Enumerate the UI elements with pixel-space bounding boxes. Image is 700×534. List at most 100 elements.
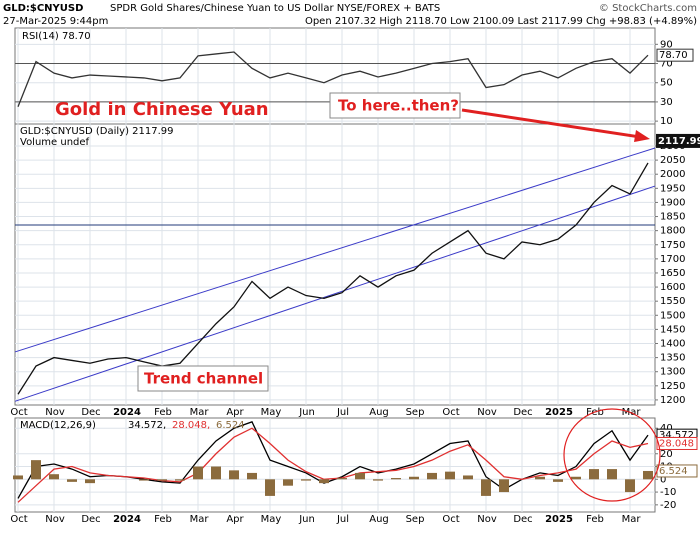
y-tick-label: 1350: [660, 353, 685, 364]
y-tick-label: 1850: [660, 212, 685, 223]
histogram-bar: [571, 476, 581, 480]
histogram-bar: [355, 472, 365, 480]
histogram-bar: [175, 479, 185, 481]
histogram-bar: [643, 470, 653, 480]
value-label: 6.524: [659, 466, 688, 477]
histogram-bar: [409, 476, 419, 480]
x-tick-label: Jun: [298, 514, 315, 525]
histogram-bar: [67, 479, 77, 482]
histogram-bar: [535, 476, 545, 480]
histogram-bar: [373, 479, 383, 481]
x-tick-label: Oct: [442, 407, 459, 418]
x-tick-label: Dec: [81, 514, 100, 525]
value-box: [656, 436, 698, 450]
x-tick-label: Feb: [154, 514, 172, 525]
value-label: 78.70: [659, 50, 688, 61]
x-tick-label: Dec: [81, 407, 100, 418]
x-tick-label: Apr: [226, 407, 244, 418]
histogram-bar: [283, 479, 293, 486]
y-tick-label: 30: [660, 97, 673, 108]
y-tick-label: 2000: [660, 169, 685, 180]
series-line: [17, 162, 649, 395]
legend-entry: 28.048,: [172, 420, 210, 431]
x-tick-label: 2024: [113, 514, 141, 525]
histogram-bar: [139, 479, 149, 481]
x-tick-label: Oct: [442, 514, 459, 525]
histogram-bar: [229, 470, 239, 480]
histogram-bar: [607, 469, 617, 480]
x-tick-label: 2025: [545, 514, 573, 525]
y-tick-label: -10: [660, 487, 676, 498]
annotation: To here..then?: [338, 97, 459, 115]
y-tick-label: 1600: [660, 282, 685, 293]
histogram-bar: [589, 469, 599, 480]
histogram-bar: [85, 479, 95, 484]
y-tick-label: 1900: [660, 197, 685, 208]
y-tick-label: 2050: [660, 155, 685, 166]
trend-line: [14, 185, 656, 402]
price-panel: [14, 123, 656, 406]
x-tick-label: May: [261, 407, 282, 418]
date: 27-Mar-2025 9:44pm: [3, 16, 108, 27]
x-tick-label: 2025: [545, 407, 573, 418]
annotation: Gold in Chinese Yuan: [55, 99, 269, 120]
x-tick-label: Jun: [298, 407, 315, 418]
x-tick-label: Nov: [477, 407, 497, 418]
y-tick-label: 50: [660, 78, 673, 89]
rsi-title: RSI(14) 78.70: [22, 31, 91, 42]
x-tick-label: Nov: [45, 407, 65, 418]
x-tick-label: Jul: [336, 514, 349, 525]
x-tick-label: 2024: [113, 407, 141, 418]
x-tick-label: Jul: [336, 407, 349, 418]
quote: Open 2107.32 High 2118.70 Low 2100.09 La…: [305, 16, 697, 27]
histogram-bar: [247, 472, 257, 480]
histogram-bar: [211, 466, 221, 480]
histogram-bar: [265, 479, 275, 496]
histogram-bar: [553, 479, 563, 482]
y-tick-label: 70: [660, 59, 673, 70]
trend-line: [14, 147, 656, 353]
y-tick-label: 1250: [660, 381, 685, 392]
x-tick-label: Nov: [477, 514, 497, 525]
x-tick-label: Apr: [226, 514, 244, 525]
value-box: [656, 48, 694, 62]
legend-entry: 6.524: [216, 420, 245, 431]
x-tick-label: Mar: [190, 407, 210, 418]
y-tick-label: 1750: [660, 240, 685, 251]
series-line: [17, 51, 649, 107]
histogram-bar: [49, 474, 59, 480]
macd-panel: [14, 417, 656, 513]
histogram-bar: [31, 460, 41, 480]
histogram-bar: [481, 479, 491, 496]
macd-title: MACD(12,26,9): [20, 420, 96, 431]
histogram-bar: [391, 478, 401, 480]
series-line: [17, 427, 649, 503]
copyright: © StockCharts.com: [599, 3, 697, 14]
arrow-head: [634, 130, 650, 142]
annotation: Trend channel: [144, 370, 263, 388]
arrow: [461, 108, 641, 139]
histogram-bar: [427, 472, 437, 480]
symbol: GLD:$CNYUSD: [3, 3, 83, 14]
x-tick-label: Sep: [406, 407, 425, 418]
x-tick-label: Aug: [369, 407, 389, 418]
histogram-bar: [157, 479, 167, 481]
histogram-bar: [301, 479, 311, 481]
x-tick-label: Mar: [190, 514, 210, 525]
x-tick-label: Sep: [406, 514, 425, 525]
y-tick-label: 1450: [660, 324, 685, 335]
y-tick-label: 1200: [660, 395, 685, 406]
description: SPDR Gold Shares/Chinese Yuan to US Doll…: [110, 3, 440, 14]
y-tick-label: 10: [660, 116, 673, 127]
histogram-bar: [499, 479, 509, 493]
y-tick-label: 1300: [660, 367, 685, 378]
x-tick-label: Feb: [154, 407, 172, 418]
annotation-box: [137, 365, 269, 392]
y-tick-label: -20: [660, 500, 676, 511]
histogram-bar: [625, 479, 635, 493]
x-tick-label: Feb: [586, 407, 604, 418]
y-tick-label: 1400: [660, 338, 685, 349]
histogram-bar: [193, 466, 203, 480]
y-tick-label: 0: [660, 474, 666, 485]
